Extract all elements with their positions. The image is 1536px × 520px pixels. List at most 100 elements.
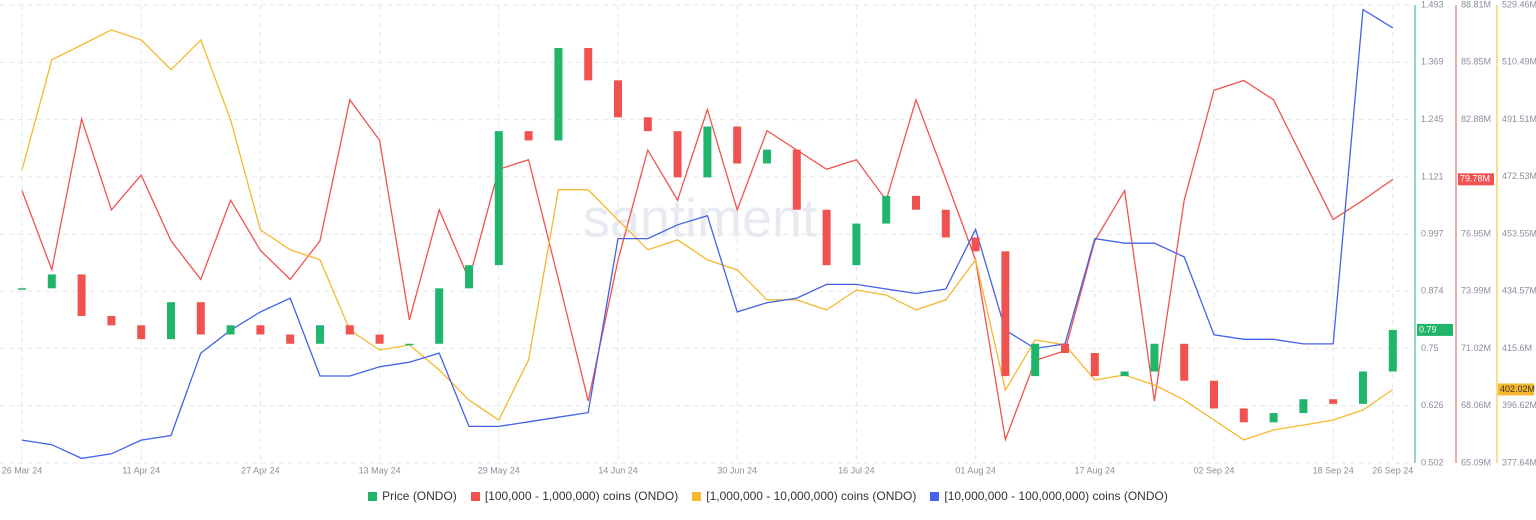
candle [912,195,920,210]
y-tick-label: 1.245 [1421,114,1444,124]
legend-item[interactable]: Price (ONDO) [368,489,457,503]
y-tick-label: 68.06M [1461,400,1491,410]
y-tick-label: 0.75 [1421,343,1439,353]
x-tick-label: 17 Aug 24 [1075,465,1116,475]
candle [47,274,56,289]
y-tick-label: 0.626 [1421,400,1444,410]
value-badge [1417,323,1453,336]
candle [226,325,235,335]
value-label: 0.79 [1419,324,1437,334]
y-tick-label: 1.493 [1421,0,1444,9]
y-tick-label: 396.62M [1502,400,1536,410]
candle [614,80,622,118]
y-tick-label: 76.95M [1461,228,1491,238]
candle [1210,380,1218,409]
legend-label: [100,000 - 1,000,000) coins (ONDO) [484,489,679,503]
value-badge [1498,383,1534,396]
candle [77,274,86,317]
candle [1388,329,1397,372]
candle [494,131,503,266]
candle [763,149,771,164]
candle [1120,371,1129,377]
x-tick-label: 01 Aug 24 [955,465,996,475]
candle [256,325,265,335]
candle [107,316,116,326]
candle [524,131,533,141]
x-tick-label: 14 Jun 24 [598,465,638,475]
y-tick-label: 0.874 [1421,285,1444,295]
candle [733,126,742,164]
y-tick-label: 472.53M [1502,171,1536,181]
candle [822,209,831,266]
series-line [21,29,1394,441]
y-tick-label: 65.09M [1461,457,1491,467]
x-tick-label: 30 Jun 24 [717,465,757,475]
y-tick-label: 529.46M [1502,0,1536,9]
y-tick-label: 1.121 [1421,171,1444,181]
candle [584,47,593,81]
series-line [21,79,1394,443]
y-tick-label: 434.57M [1502,286,1536,296]
legend-item[interactable]: [1,000,000 - 10,000,000) coins (ONDO) [692,489,916,503]
y-tick-label: 453.55M [1502,228,1536,238]
candle [882,195,891,224]
candle [1359,371,1367,404]
candle [941,209,950,238]
series-line [21,8,1394,460]
candle [1090,353,1099,377]
candle [1329,399,1338,404]
y-tick-label: 377.64M [1502,457,1536,467]
y-tick-label: 0.997 [1421,229,1444,239]
legend-swatch [470,491,480,501]
y-tick-label: 1.369 [1421,57,1444,67]
candle [1031,343,1040,377]
x-tick-label: 13 May 24 [359,465,401,475]
x-tick-label: 27 Apr 24 [241,465,280,475]
candle [1299,399,1308,414]
candle [137,325,146,340]
y-tick-label: 85.85M [1461,57,1491,67]
candle [465,265,473,289]
x-tick-label: 29 May 24 [478,465,520,475]
candle [1239,408,1248,423]
legend-swatch [692,491,702,501]
candle [1001,251,1010,377]
legend-item[interactable]: [100,000 - 1,000,000) coins (ONDO) [470,489,679,503]
x-tick-label: 18 Sep 24 [1313,465,1354,475]
y-tick-label: 73.99M [1461,286,1491,296]
candle [405,343,414,346]
candle [1150,343,1159,372]
legend-label: [10,000,000 - 100,000,000) coins (ONDO) [944,489,1168,503]
candle [703,126,712,178]
candle [435,288,444,344]
y-tick-label: 82.88M [1461,114,1491,124]
chart: santiment 0.5020.6260.750.8740.9971.1211… [0,0,1536,475]
x-tick-label: 26 Mar 24 [2,465,43,475]
x-tick-label: 16 Jul 24 [838,465,875,475]
candle [375,334,384,344]
legend-label: Price (ONDO) [382,489,457,503]
candle [554,47,563,141]
legend-item[interactable]: [10,000,000 - 100,000,000) coins (ONDO) [930,489,1168,503]
value-label: 79.78M [1460,174,1490,184]
legend-swatch [930,491,940,501]
candle [792,149,801,210]
x-tick-label: 26 Sep 24 [1372,465,1413,475]
legend-swatch [368,491,378,501]
candle [167,302,175,340]
value-label: 402.02M [1500,384,1535,394]
y-tick-label: 415.6M [1502,343,1532,353]
candle [1180,343,1189,381]
candle [673,131,682,178]
candle [643,117,652,132]
candle [316,325,324,344]
x-tick-label: 02 Sep 24 [1193,465,1234,475]
y-tick-label: 71.02M [1461,343,1491,353]
candle [1269,413,1278,423]
x-tick-label: 11 Apr 24 [122,465,160,475]
candle [971,237,980,252]
y-tick-label: 0.502 [1421,457,1444,467]
y-tick-label: 88.81M [1461,0,1491,9]
candle [18,288,26,290]
y-tick-label: 510.49M [1502,57,1536,67]
